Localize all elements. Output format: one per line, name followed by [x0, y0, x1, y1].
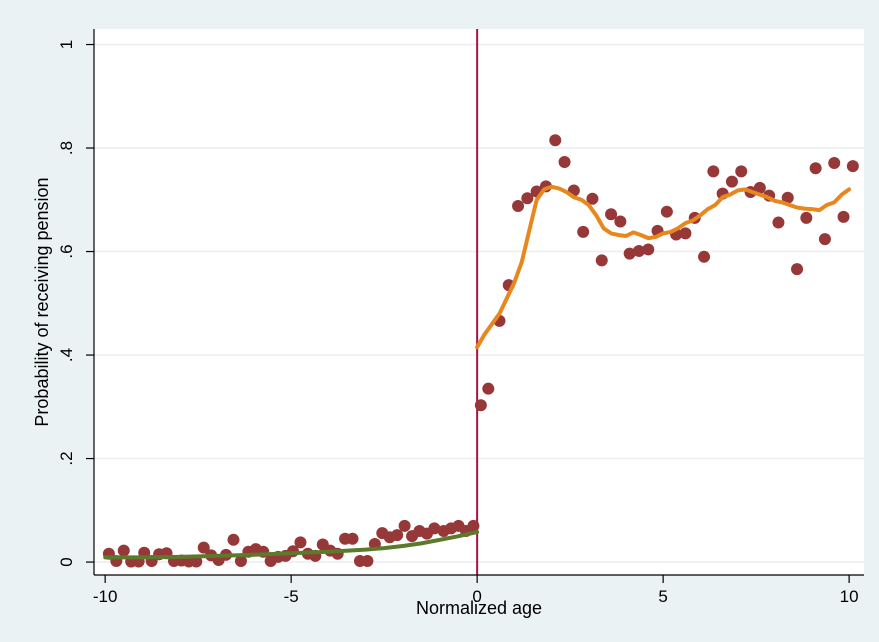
- data-point: [837, 210, 850, 223]
- data-point: [595, 254, 608, 267]
- data-point: [117, 544, 130, 557]
- data-point: [474, 399, 487, 412]
- x-tick-label: -10: [93, 587, 118, 606]
- data-point: [467, 519, 480, 532]
- axes: 0 .2 .4 .6 .8 1 -10 -5 0 5 10: [57, 29, 864, 606]
- data-point: [227, 533, 240, 546]
- y-tick-label: .4: [57, 348, 76, 362]
- data-point: [809, 162, 822, 175]
- data-point: [632, 245, 645, 258]
- data-point: [521, 192, 534, 205]
- data-point: [605, 208, 618, 221]
- fit-line-right: [475, 184, 852, 350]
- data-point: [791, 263, 804, 276]
- data-point: [679, 227, 692, 240]
- fit-lines: [103, 184, 852, 560]
- data-point: [707, 165, 720, 178]
- y-tick-label: 1: [57, 40, 76, 49]
- data-point: [346, 532, 359, 545]
- data-point: [772, 216, 785, 229]
- data-point: [725, 175, 738, 188]
- data-point: [428, 522, 441, 535]
- data-point: [753, 181, 766, 194]
- data-point: [398, 519, 411, 532]
- data-point: [846, 160, 859, 173]
- data-point: [577, 225, 590, 238]
- data-point: [512, 199, 525, 212]
- x-tick-label: 0: [472, 587, 481, 606]
- gridlines: [94, 43, 864, 563]
- data-point: [482, 382, 495, 395]
- y-tick-label: .6: [57, 244, 76, 258]
- y-tick-label: .8: [57, 141, 76, 155]
- data-point: [614, 215, 627, 228]
- x-axis-title: Normalized age: [416, 598, 542, 618]
- y-tick-label: .2: [57, 451, 76, 465]
- data-point: [197, 541, 210, 554]
- data-point: [361, 555, 374, 568]
- data-point: [391, 529, 404, 542]
- x-tick-label: 5: [658, 587, 667, 606]
- data-point: [586, 192, 599, 205]
- y-axis-title: Probability of receiving pension: [32, 177, 52, 426]
- data-point: [294, 536, 307, 549]
- data-point: [660, 205, 673, 218]
- plot-area: [94, 29, 864, 575]
- data-point: [818, 233, 831, 246]
- data-point: [642, 243, 655, 256]
- data-point: [549, 134, 562, 147]
- y-tick-label: 0: [57, 557, 76, 566]
- data-point: [623, 247, 636, 260]
- data-point: [190, 555, 203, 568]
- data-point: [781, 191, 794, 204]
- x-tick-label: -5: [284, 587, 299, 606]
- data-point: [828, 157, 841, 170]
- data-point: [698, 250, 711, 263]
- data-point: [800, 211, 813, 224]
- x-tick-label: 10: [840, 587, 859, 606]
- data-point: [558, 156, 571, 169]
- data-point: [234, 555, 247, 568]
- fit-line-left: [103, 530, 480, 560]
- data-point: [735, 165, 748, 178]
